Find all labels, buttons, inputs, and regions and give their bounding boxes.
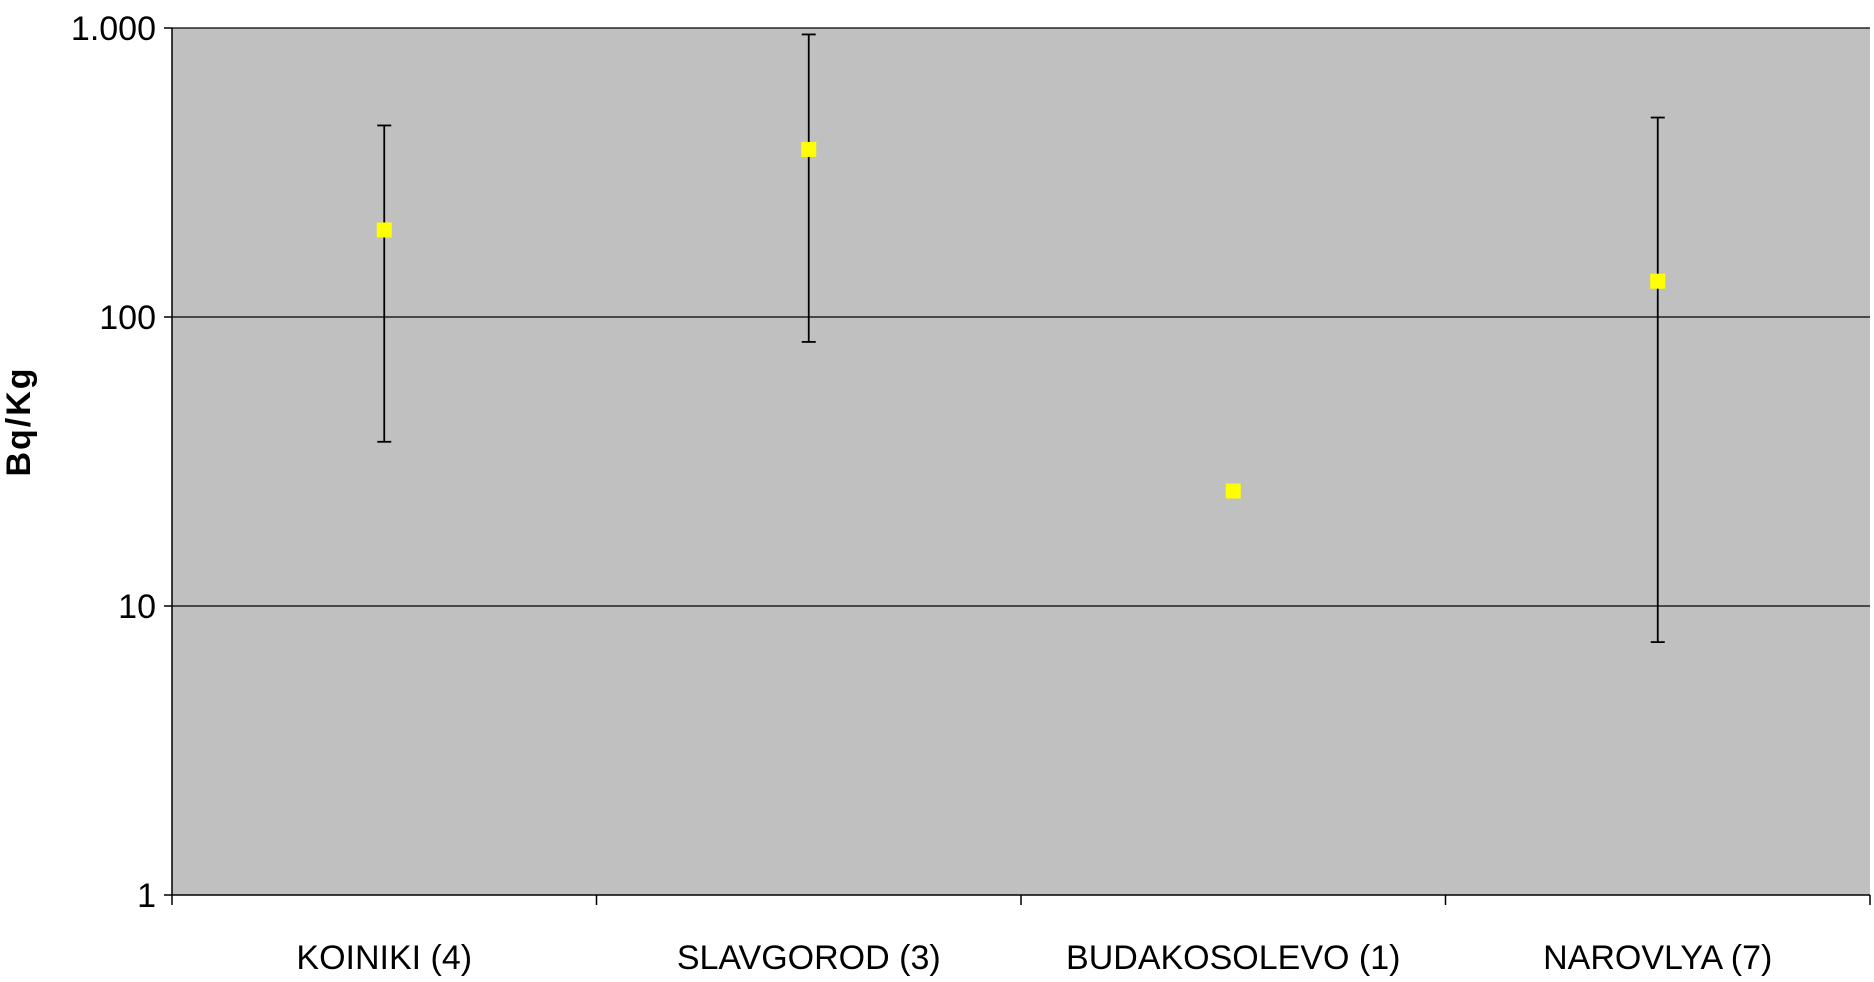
error-bar — [801, 33, 816, 343]
axes — [164, 27, 1871, 905]
gridlines — [172, 27, 1870, 607]
y-tick-label: 10 — [118, 588, 156, 626]
error-bar — [1650, 116, 1665, 644]
data-point — [801, 141, 817, 157]
y-tick-label: 100 — [99, 299, 156, 337]
y-tick-label: 1 — [137, 877, 156, 915]
error-bar — [377, 124, 392, 443]
x-tick-labels: KOINIKI (4) SLAVGOROD (3) BUDAKOSOLEVO (1)… — [296, 939, 1772, 977]
x-tick-label: KOINIKI (4) — [296, 939, 472, 977]
y-tick-label: 1.000 — [71, 10, 156, 48]
y-axis-title: Bq/Kg — [0, 366, 38, 476]
data-point — [376, 222, 392, 238]
x-tick-label: NAROVLYA (7) — [1543, 939, 1772, 977]
data-point — [1650, 273, 1666, 289]
plot-area — [172, 28, 1870, 895]
x-tick-label: BUDAKOSOLEVO (1) — [1066, 939, 1400, 977]
x-tick-label: SLAVGOROD (3) — [677, 939, 941, 977]
data-point — [1225, 483, 1241, 499]
y-tick-labels: 1 10 100 1.000 — [71, 10, 156, 915]
error-bars — [377, 33, 1665, 644]
data-markers — [376, 141, 1666, 499]
